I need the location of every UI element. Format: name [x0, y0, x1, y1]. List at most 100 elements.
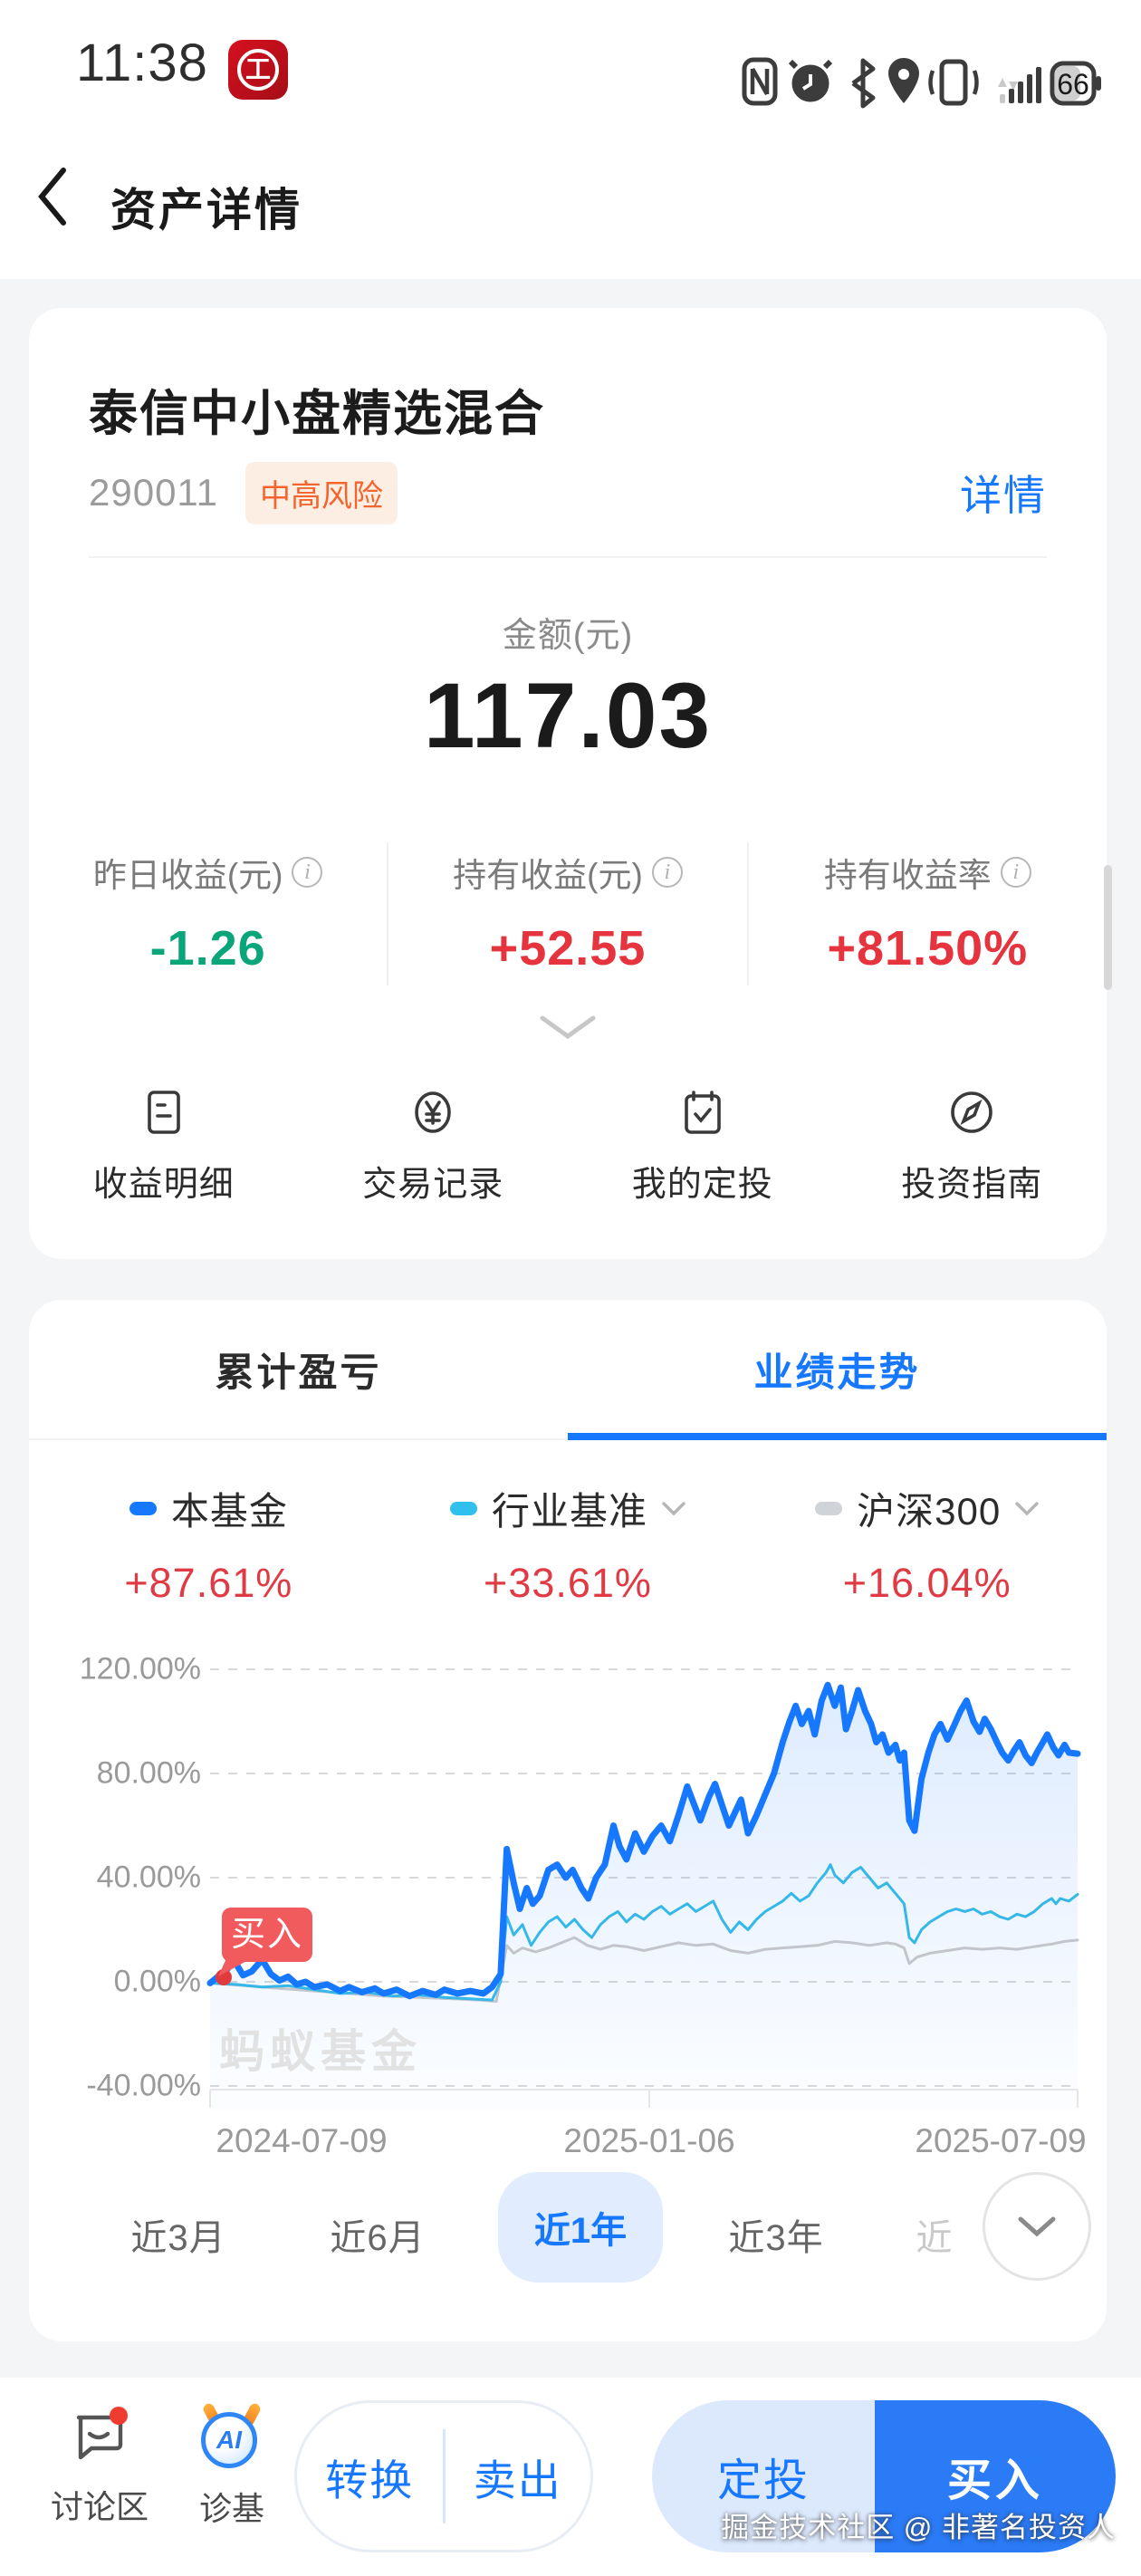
info-icon[interactable]: i	[651, 857, 683, 888]
location-icon	[888, 58, 919, 103]
range-3y[interactable]: 近3年	[728, 2218, 824, 2258]
chevron-down-icon	[662, 1501, 686, 1515]
stat-value: +52.55	[489, 921, 647, 976]
info-icon[interactable]: i	[1000, 857, 1031, 888]
action-my-aip[interactable]: 我的定投	[568, 1087, 838, 1206]
signal-icon	[1000, 67, 1041, 103]
legend-value: +87.61%	[124, 1560, 293, 1606]
legend-this-fund[interactable]: 本基金 +87.61%	[29, 1481, 388, 1607]
nfc-icon	[742, 57, 778, 106]
y-tick-label: -40.00%	[86, 2068, 201, 2103]
community-watermark: 掘金技术社区 @ 非著名投资人	[721, 2512, 1116, 2543]
action-trade-records[interactable]: 交易记录	[299, 1087, 569, 1206]
performance-card: 累计盈亏 业绩走势 本基金 +87.61% 行业基准 +33.61%	[29, 1300, 1107, 2341]
battery-icon: 66	[1050, 61, 1101, 106]
page-title: 资产详情	[110, 185, 302, 235]
action-label: 收益明细	[92, 1166, 235, 1204]
yuan-circle-icon	[415, 1091, 452, 1133]
aip-buy-pill: 定投 买入	[652, 2400, 1116, 2552]
legend-csi300[interactable]: 沪深300 +16.04%	[747, 1481, 1107, 1607]
x-axis-labels: 2024-07-09 2025-01-06 2025-07-09	[29, 2122, 1107, 2162]
svg-text:66: 66	[1057, 68, 1089, 101]
x-tick-label: 2025-07-09	[915, 2122, 1087, 2159]
series-layer	[206, 1681, 1081, 2110]
sell-button[interactable]: 卖出	[473, 2456, 562, 2504]
range-expand-button[interactable]	[983, 2172, 1091, 2281]
info-icon[interactable]: i	[292, 857, 323, 888]
stat-yesterday-profit[interactable]: 昨日收益(元) i -1.26	[29, 842, 387, 985]
range-3m[interactable]: 近3月	[130, 2218, 226, 2258]
stat-label: 昨日收益(元)	[92, 857, 283, 894]
bottom-action-bar: 讨论区 AI 诊基 转换 卖出 定投 买入 掘金技术社区 @ 非著名投资人	[0, 2378, 1141, 2576]
chevron-down-icon	[1018, 2216, 1056, 2237]
fund-summary-card: 泰信中小盘精选混合 290011 中高风险 详情 金额(元) 117.03 昨日…	[29, 308, 1107, 1259]
bb-label: 诊基	[198, 2490, 264, 2527]
svg-text:买入: 买入	[231, 1916, 303, 1954]
convert-sell-pill: 转换 卖出	[294, 2400, 593, 2552]
tab-cumulative-pnl[interactable]: 累计盈亏	[215, 1350, 382, 1395]
divider	[89, 556, 1047, 558]
fund-code-row: 290011 中高风险 详情	[89, 461, 1047, 524]
tab-performance-trend[interactable]: 业绩走势	[568, 1300, 1107, 1440]
range-6m[interactable]: 近6月	[330, 2218, 426, 2258]
amount-value: 117.03	[423, 664, 713, 767]
stat-value: -1.26	[149, 921, 266, 976]
action-label: 投资指南	[901, 1166, 1043, 1204]
icbc-app-icon: 工	[228, 40, 288, 100]
network-arrows-icon	[998, 78, 1018, 91]
legend-label: 沪深300	[857, 1490, 1002, 1533]
aip-button[interactable]: 定投	[652, 2400, 875, 2552]
legend-industry-benchmark[interactable]: 行业基准 +33.61%	[388, 1481, 748, 1607]
chevron-down-icon	[1015, 1501, 1039, 1515]
x-axis	[209, 2089, 1079, 2108]
chat-bubble-icon	[76, 2407, 128, 2460]
y-tick-label: 0.00%	[113, 1964, 201, 1999]
convert-button[interactable]: 转换	[325, 2456, 415, 2504]
back-icon[interactable]	[34, 165, 89, 228]
pill-divider	[442, 2429, 446, 2523]
action-invest-guide[interactable]: 投资指南	[838, 1087, 1107, 1206]
area-fill-本基金	[210, 1685, 1078, 2110]
legend-marker	[450, 1502, 477, 1515]
nav-header: 资产详情	[0, 118, 1141, 279]
amount-label: 金额(元)	[502, 617, 634, 655]
y-tick-label: 120.00%	[79, 1651, 201, 1687]
status-bar: 11:38 工	[0, 0, 1141, 118]
ai-diagnose-button[interactable]: AI 诊基	[168, 2401, 295, 2530]
action-label: 交易记录	[362, 1166, 504, 1204]
detail-link[interactable]: 详情	[960, 472, 1047, 519]
range-selector: 近3月 近6月 近1年 近3年 近	[29, 2172, 1107, 2305]
series-line-本基金	[206, 1681, 1081, 2000]
legend-label: 行业基准	[492, 1490, 648, 1533]
stat-holding-profit[interactable]: 持有收益(元) i +52.55	[387, 842, 746, 985]
legend-value: +16.04%	[842, 1560, 1012, 1606]
buy-marker: 买入	[216, 1908, 312, 1985]
discussion-button[interactable]: 讨论区	[36, 2405, 163, 2528]
range-more[interactable]: 近	[916, 2218, 954, 2258]
calendar-check-icon	[684, 1091, 721, 1134]
x-tick-label: 2024-07-09	[216, 2122, 388, 2159]
status-icons: 66	[741, 47, 1103, 124]
vibrate-icon	[928, 59, 979, 106]
legend-value: +33.61%	[484, 1560, 652, 1606]
expand-details-chevron-icon[interactable]	[29, 1014, 1107, 1040]
tab-bar: 累计盈亏 业绩走势	[29, 1300, 1107, 1440]
clock: 11:38	[76, 34, 208, 92]
bluetooth-icon	[851, 58, 876, 109]
compass-icon	[951, 1091, 993, 1133]
series-line-行业基准	[208, 1863, 1079, 2002]
legend-marker	[815, 1502, 843, 1515]
page-scrollbar[interactable]	[1104, 865, 1112, 990]
performance-chart[interactable]: 买入	[29, 1658, 1107, 2110]
buy-button[interactable]: 买入	[875, 2400, 1116, 2552]
ai-diagnose-icon: AI	[199, 2401, 264, 2470]
bb-label: 讨论区	[50, 2488, 149, 2525]
top-area: 11:38 工	[0, 0, 1141, 279]
action-income-detail[interactable]: 收益明细	[29, 1087, 299, 1206]
alarm-icon	[788, 59, 833, 102]
stat-holding-yield[interactable]: 持有收益率 i +81.50%	[746, 842, 1107, 985]
legend-marker	[129, 1502, 157, 1515]
x-tick-label: 2025-01-06	[563, 2122, 735, 2159]
range-1y-active[interactable]: 近1年	[498, 2172, 663, 2283]
